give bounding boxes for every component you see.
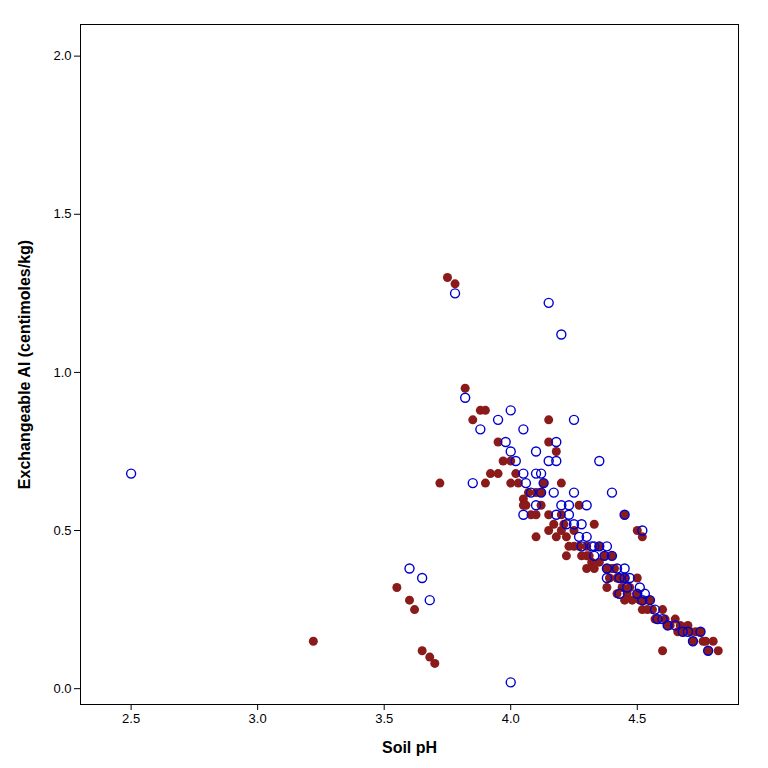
- svg-text:Exchangeable Al (centimoles/kg: Exchangeable Al (centimoles/kg): [16, 240, 33, 489]
- svg-text:3.5: 3.5: [375, 711, 393, 726]
- svg-text:0.5: 0.5: [53, 523, 71, 538]
- svg-text:4.5: 4.5: [628, 711, 646, 726]
- svg-text:2.0: 2.0: [53, 48, 71, 63]
- svg-text:1.0: 1.0: [53, 365, 71, 380]
- svg-text:Soil pH: Soil pH: [382, 739, 437, 756]
- svg-text:1.5: 1.5: [53, 206, 71, 221]
- svg-text:0.0: 0.0: [53, 681, 71, 696]
- svg-text:4.0: 4.0: [502, 711, 520, 726]
- svg-text:3.0: 3.0: [249, 711, 267, 726]
- svg-text:2.5: 2.5: [122, 711, 140, 726]
